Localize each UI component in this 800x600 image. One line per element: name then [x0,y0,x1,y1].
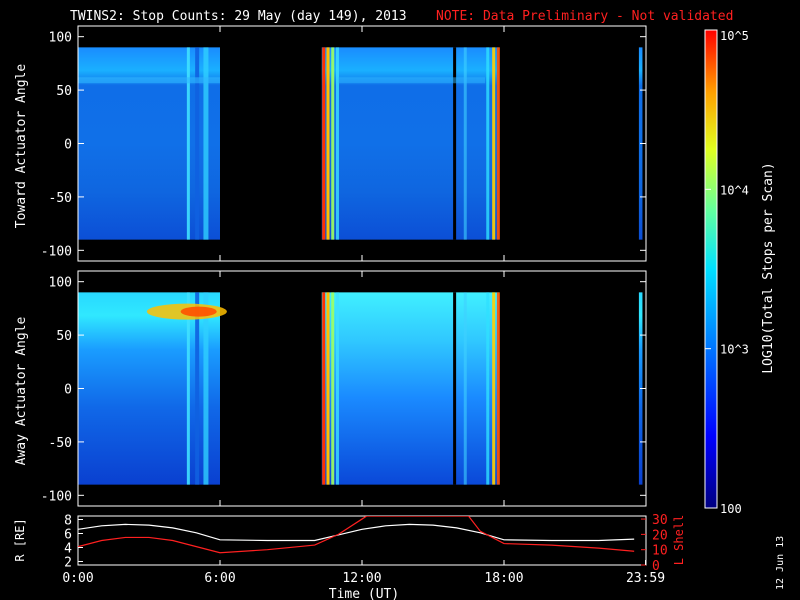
data-streak [322,292,326,485]
data-streak [186,47,190,240]
orbit-right-tick-label: 30 [652,513,668,528]
y-tick-label: 0 [64,383,72,398]
data-streak [331,47,335,240]
colorbar-tick-label: 10^5 [720,29,749,43]
data-hotspot [180,306,217,317]
data-streak [326,292,330,485]
orbit-x-tick-label: 23:59 [626,571,665,586]
orbit-x-tick-label: 0:00 [62,571,93,586]
orbit-left-ylabel: R [RE] [13,518,27,561]
data-note: NOTE: Data Preliminary - Not validated [436,9,733,24]
orbit-x-tick-label: 6:00 [204,571,235,586]
orbit-left-tick-label: 6 [64,528,72,543]
y-tick-label: 50 [56,329,72,344]
away-ylabel: Away Actuator Angle [14,316,29,465]
data-streak [496,47,500,240]
data-streak [186,292,190,485]
data-streak [203,47,209,240]
orbit-left-tick-label: 4 [64,542,72,557]
orbit-right-tick-label: 0 [652,559,660,574]
data-streak [463,292,467,485]
data-streak [453,47,457,240]
data-streak [195,292,200,485]
chart-title: TWINS2: Stop Counts: 29 May (day 149), 2… [70,9,407,24]
toward-heatmap-panel: 100 50 0 -50 -100 [41,25,647,262]
orbit-right-tick-label: 20 [652,528,668,543]
y-tick-label: 50 [56,84,72,99]
data-streak [453,292,457,485]
lshell-series-line [78,516,635,554]
data-band [338,77,486,84]
orbit-right-tick-label: 10 [652,544,668,559]
data-streak [492,47,496,240]
orbit-xlabel: Time (UT) [329,587,399,600]
data-streak [322,47,326,240]
orbit-left-tick-label: 2 [64,556,72,571]
y-tick-label: 0 [64,138,72,153]
data-streak [463,47,467,240]
data-band [78,77,220,84]
data-streak [331,292,335,485]
r-series-line [78,523,635,542]
data-streak [496,292,500,485]
colorbar-tick-label: 100 [720,502,742,516]
orbit-left-tick-label: 8 [64,514,72,529]
y-tick-label: -50 [49,436,72,451]
colorbar-ticks: 10^5 10^4 10^3 100 [705,29,749,516]
orbit-x-tick-label: 18:00 [484,571,523,586]
data-segment [321,47,500,240]
data-streak [326,47,330,240]
orbit-right-ylabel: L Shell [672,515,686,566]
y-tick-label: -100 [41,489,72,504]
y-tick-label: 100 [49,276,72,291]
data-streak [486,47,490,240]
y-tick-label: -100 [41,244,72,259]
toward-ylabel: Toward Actuator Angle [14,64,29,229]
y-tick-label: 100 [49,31,72,46]
colorbar-tick-label: 10^4 [720,183,749,197]
colorbar-tick-label: 10^3 [720,343,749,357]
data-segment [321,292,500,485]
colorbar [704,29,718,509]
data-streak [195,47,200,240]
data-streak [492,292,496,485]
away-heatmap-panel: 100 50 0 -50 -100 [41,270,647,507]
y-tick-label: -50 [49,191,72,206]
date-stamp: 12 Jun 13 [775,536,786,590]
data-streak [203,292,209,485]
orbit-x-tick-label: 12:00 [342,571,381,586]
data-streak [486,292,490,485]
data-streak [335,47,339,240]
colorbar-label: LOG10(Total Stops per Scan) [761,162,776,373]
data-streak [335,292,339,485]
